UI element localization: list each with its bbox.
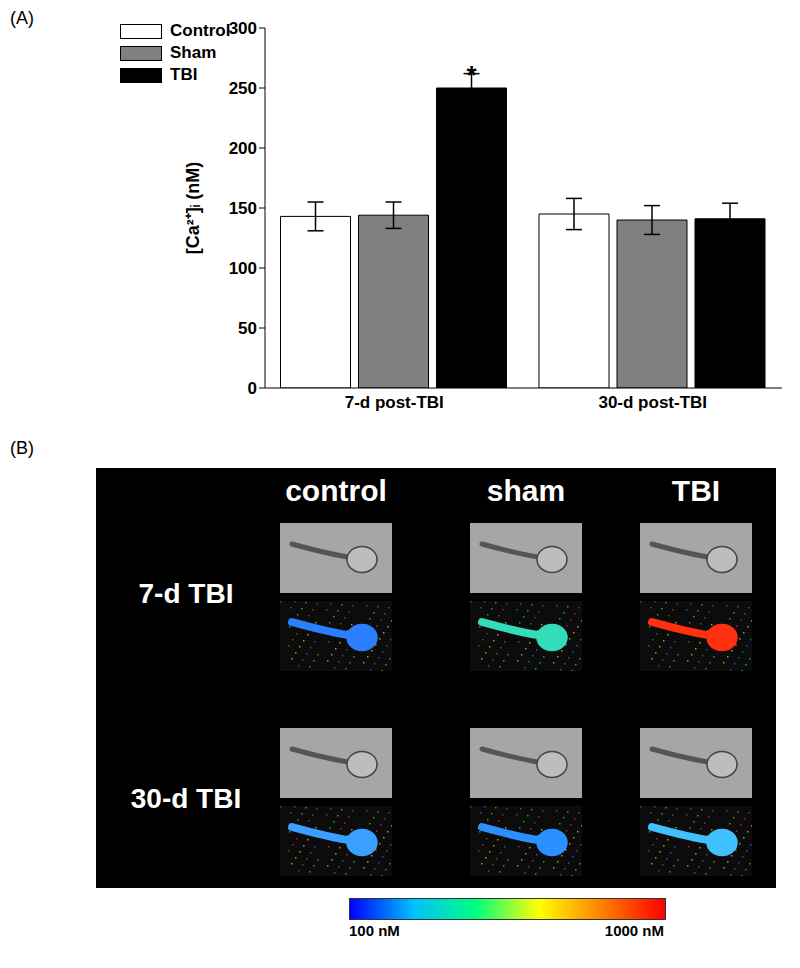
- html-text:Control: Control: [170, 21, 231, 40]
- html-text:control: control: [285, 474, 387, 507]
- html-text:(A): (A): [10, 8, 34, 28]
- svg-text:150: 150: [229, 199, 257, 218]
- html-text:TBI: TBI: [671, 474, 721, 507]
- svg-text:250: 250: [229, 79, 257, 98]
- svg-text:*: *: [466, 60, 477, 90]
- html-text:(B): (B): [10, 438, 34, 458]
- svg-text:100: 100: [229, 259, 257, 278]
- svg-text:300: 300: [229, 19, 257, 38]
- svg-text:30-d post-TBI: 30-d post-TBI: [598, 393, 707, 412]
- html-text:7-d TBI: 7-d TBI: [138, 578, 234, 609]
- svg-text:7-d post-TBI: 7-d post-TBI: [345, 393, 444, 412]
- svg-text:200: 200: [229, 139, 257, 158]
- svg-text:[Ca²⁺]ᵢ (nM): [Ca²⁺]ᵢ (nM): [183, 162, 203, 255]
- html-text:Sham: Sham: [170, 43, 217, 62]
- html-text:30-d TBI: 30-d TBI: [130, 783, 242, 814]
- html-text:1000 nM: 1000 nM: [604, 922, 664, 939]
- svg-text:50: 50: [238, 319, 257, 338]
- svg-text:0: 0: [248, 379, 257, 398]
- html-text:100 nM: 100 nM: [349, 922, 400, 939]
- html-text:TBI: TBI: [170, 65, 198, 84]
- html-text:sham: sham: [486, 474, 566, 507]
